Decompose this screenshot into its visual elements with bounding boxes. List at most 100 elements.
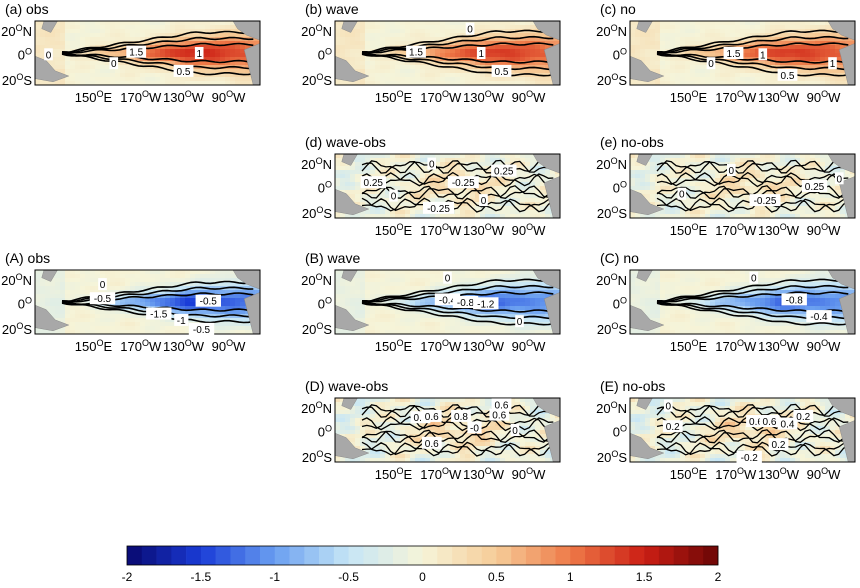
heatmap-cell	[495, 77, 501, 82]
heatmap-cell	[655, 210, 661, 215]
heatmap-cell	[750, 214, 756, 218]
y-tick-label: 20ON	[301, 23, 332, 39]
heatmap-cell	[775, 41, 781, 46]
heatmap-cell	[95, 21, 101, 26]
heatmap-cell	[335, 270, 341, 275]
heatmap-cell	[135, 322, 141, 327]
heatmap-cell	[445, 322, 451, 327]
heatmap-cell	[485, 322, 491, 327]
heatmap-cell	[420, 25, 426, 30]
heatmap-cell	[340, 294, 346, 299]
heatmap-cell	[780, 190, 786, 195]
heatmap-cell	[55, 278, 61, 283]
heatmap-cell	[345, 214, 351, 218]
heatmap-cell	[225, 326, 231, 331]
heatmap-cell	[510, 45, 516, 50]
heatmap-cell	[175, 290, 181, 295]
heatmap-cell	[385, 158, 391, 163]
heatmap-cell	[775, 210, 781, 215]
heatmap-cell	[405, 73, 411, 78]
heatmap-cell	[655, 53, 661, 58]
heatmap-cell	[450, 33, 456, 38]
contour-label: 0	[46, 50, 52, 61]
heatmap-cell	[450, 25, 456, 30]
heatmap-cell	[195, 310, 201, 315]
heatmap-cell	[480, 322, 486, 327]
heatmap-cell	[760, 45, 766, 50]
heatmap-cell	[700, 33, 706, 38]
heatmap-cell	[350, 33, 356, 38]
heatmap-cell	[365, 154, 371, 159]
heatmap-cell	[375, 314, 381, 319]
heatmap-cell	[675, 166, 681, 171]
heatmap-cell	[480, 282, 486, 287]
heatmap-cell	[430, 186, 436, 191]
heatmap-cell	[755, 37, 761, 42]
heatmap-cell	[815, 158, 821, 163]
heatmap-cell	[455, 194, 461, 199]
heatmap-cell	[190, 306, 196, 311]
heatmap-cell	[525, 178, 531, 183]
heatmap-cell	[420, 302, 426, 307]
heatmap-cell	[450, 330, 456, 334]
heatmap-cell	[830, 162, 836, 167]
heatmap-cell	[145, 322, 151, 327]
heatmap-cell	[225, 306, 231, 311]
heatmap-cell	[370, 270, 376, 275]
heatmap-cell	[170, 298, 176, 303]
heatmap-cell	[430, 326, 436, 331]
heatmap-cell	[470, 286, 476, 291]
heatmap-cell	[520, 65, 526, 70]
heatmap-cell	[425, 25, 431, 30]
heatmap-cell	[500, 25, 506, 30]
heatmap-cell	[650, 29, 656, 34]
heatmap-cell	[240, 306, 246, 311]
heatmap-cell	[535, 57, 541, 62]
heatmap-cell	[745, 194, 751, 199]
contour-label: -0.25	[427, 204, 450, 215]
heatmap-cell	[225, 294, 231, 299]
heatmap-cell	[400, 57, 406, 62]
heatmap-cell	[135, 61, 141, 66]
heatmap-cell	[205, 306, 211, 311]
heatmap-cell	[670, 25, 676, 30]
heatmap-cell	[780, 158, 786, 163]
heatmap-cell	[800, 154, 806, 159]
heatmap-cell	[185, 282, 191, 287]
heatmap-cell	[120, 294, 126, 299]
heatmap-cell	[680, 154, 686, 159]
heatmap-cell	[370, 326, 376, 331]
heatmap-cell	[385, 290, 391, 295]
heatmap-cell	[485, 53, 491, 58]
heatmap-cell	[715, 21, 721, 26]
heatmap-cell	[465, 206, 471, 211]
heatmap-cell	[495, 182, 501, 187]
heatmap-cell	[655, 166, 661, 171]
heatmap-cell	[480, 61, 486, 66]
heatmap-cell	[220, 49, 226, 54]
heatmap-cell	[840, 77, 846, 82]
heatmap-cell	[230, 310, 236, 315]
heatmap-cell	[130, 314, 136, 319]
heatmap-cell	[525, 25, 531, 30]
heatmap-cell	[515, 45, 521, 50]
heatmap-cell	[135, 282, 141, 287]
heatmap-cell	[825, 162, 831, 167]
heatmap-cell	[530, 45, 536, 50]
heatmap-cell	[135, 29, 141, 34]
heatmap-cell	[50, 278, 56, 283]
heatmap-cell	[440, 330, 446, 334]
heatmap-cell	[520, 154, 526, 159]
heatmap-cell	[445, 186, 451, 191]
heatmap-cell	[830, 37, 836, 42]
heatmap-cell	[455, 29, 461, 34]
heatmap-cell	[720, 166, 726, 171]
heatmap-cell	[840, 41, 846, 46]
heatmap-cell	[130, 318, 136, 323]
heatmap-cell	[240, 53, 246, 58]
heatmap-cell	[670, 170, 676, 175]
heatmap-cell	[720, 214, 726, 218]
heatmap-cell	[650, 53, 656, 58]
heatmap-cell	[175, 298, 181, 303]
